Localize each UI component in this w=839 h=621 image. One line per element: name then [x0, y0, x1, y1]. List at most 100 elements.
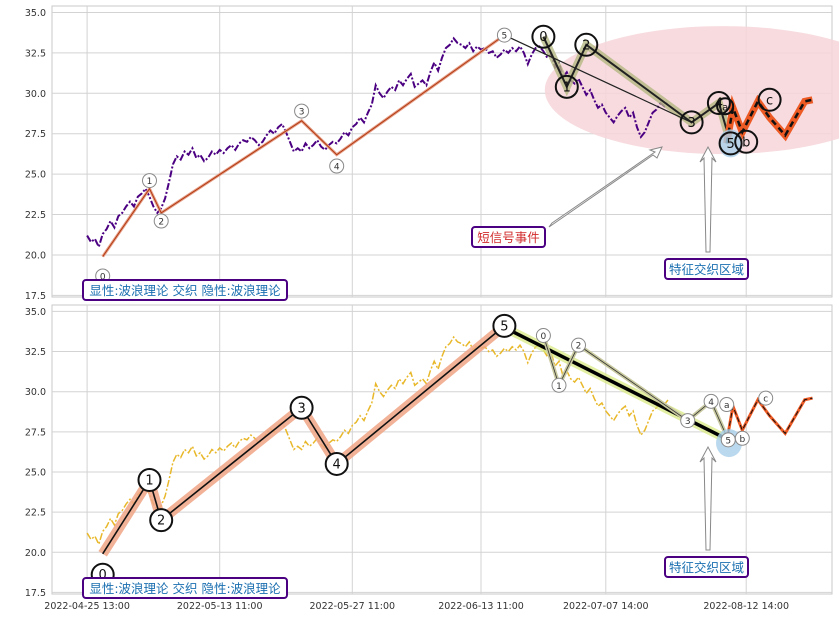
zone-arrow: [699, 445, 717, 551]
wave-label-circle: [289, 395, 314, 420]
y-tick-label: 25.0: [25, 170, 46, 181]
x-tick-label: 2022-04-25 13:00: [44, 601, 130, 612]
wave-label-circle: [153, 213, 169, 229]
y-tick-label: 27.5: [25, 129, 46, 140]
label-box-text: 显性:波浪理论 交织 隐性:波浪理论: [89, 581, 281, 596]
wave2-label-circle: [535, 328, 551, 344]
panel-bottom: 17.5 20.0 22.5 25.0 27.5 30.0 32.5 35.0 0 1 2 3 4 5 0 1…: [25, 304, 833, 599]
y-tick-label: 35.0: [25, 8, 46, 19]
wave2-label-text: b: [739, 435, 745, 445]
label-box-text: 显性:波浪理论 交织 隐性:波浪理论: [89, 283, 281, 298]
wave2-label-circle: [554, 74, 579, 99]
wave-label-circle: [294, 103, 310, 119]
wave-label-text: 4: [334, 163, 340, 173]
x-tick-label: 2022-08-12 14:00: [703, 601, 789, 612]
wave2-label-text: 1: [556, 382, 562, 392]
wave2-label-text: c: [763, 395, 768, 405]
wave-label-text: 5: [500, 319, 508, 334]
wave2-label-circle: [679, 110, 704, 135]
zone-annotation-box: [664, 556, 749, 578]
wave-label-text: 2: [158, 218, 164, 228]
y-tick-label: 22.5: [25, 210, 46, 221]
y-tick-label: 20.0: [25, 250, 46, 261]
y-tick-label: 30.0: [25, 89, 46, 100]
wave2-label-text: 3: [687, 116, 695, 131]
orange-path-dashed: [725, 98, 813, 144]
x-tick-label: 2022-05-13 11:00: [177, 601, 263, 612]
wave2-label-text: 2: [576, 342, 582, 352]
wave-label-text: 5: [502, 32, 508, 42]
wave2-label-circle: [571, 337, 586, 353]
wave-label-text: 0: [99, 568, 107, 583]
y-tick-label: 22.5: [25, 508, 46, 519]
y-tick-label: 17.5: [25, 588, 46, 599]
wave-label-text: 3: [299, 108, 305, 118]
x-tick-label: 2022-06-13 11:00: [438, 601, 524, 612]
wave2-label-text: b: [742, 135, 750, 150]
wave2-label-text: 0: [541, 332, 547, 342]
wave2-label-circle: [734, 129, 759, 154]
wave2-label-circle: [706, 91, 731, 115]
wave2-label-circle: [757, 87, 782, 112]
x-tick-label: 2022-05-27 11:00: [309, 601, 395, 612]
wave2-label-text: 3: [685, 417, 691, 427]
y-tick-label: 17.5: [25, 291, 46, 302]
wave-label-text: 1: [145, 474, 153, 489]
event-arrow: [548, 146, 663, 228]
y-tick-label: 32.5: [25, 48, 46, 59]
wave-line: [102, 34, 505, 257]
wave-label-circle: [142, 173, 157, 189]
wave-line: [102, 325, 505, 555]
wave2-label-circle: [680, 413, 696, 429]
wave2-label-text: 5: [726, 137, 734, 152]
y-tick-label: 32.5: [25, 347, 46, 358]
x-tick-label: 2022-07-07 14:00: [563, 601, 649, 612]
wave2-label-text: a: [724, 401, 730, 411]
wave2-label-circle: [734, 430, 750, 446]
wave2-label-circle: [531, 24, 556, 49]
wave2-label-circle: [716, 97, 735, 116]
panel-top: 17.5 20.0 22.5 25.0 27.5 30.0 32.5 35.0 0 1 2 3 4 5 0 1…: [25, 5, 839, 302]
wave-label-circle: [492, 313, 517, 338]
wave-label-text: 0: [100, 272, 106, 282]
y-tick-label: 35.0: [25, 307, 46, 318]
wave-label-text: 1: [147, 177, 153, 187]
wave-label-text: 2: [157, 514, 165, 529]
wave2-label-text: c: [766, 93, 773, 108]
wave2-label-circle: [574, 32, 599, 57]
orange-path-dashed: [726, 397, 813, 442]
wave-label-text: 4: [333, 457, 341, 472]
wave-label-circle: [149, 508, 174, 533]
wave-label-circle: [137, 468, 162, 493]
y-tick-label: 27.5: [25, 427, 46, 438]
y-tick-label: 25.0: [25, 467, 46, 478]
wave2-label-text: 1: [563, 80, 571, 95]
y-tick-label: 20.0: [25, 548, 46, 559]
zone-arrow: [699, 145, 717, 253]
wave2-label-circle: [718, 131, 743, 156]
label-box: [82, 577, 288, 599]
wave2-label-circle: [703, 393, 719, 409]
wave2-label-text: a: [722, 103, 728, 114]
wave2-label-circle: [758, 390, 774, 406]
wave2-label-text: 0: [539, 30, 547, 45]
event-annotation-text: 短信号事件: [477, 230, 540, 245]
wave2-label-text: 5: [725, 436, 731, 446]
y-tick-label: 30.0: [25, 387, 46, 398]
wave2-line: [542, 36, 732, 144]
wave2-label-circle: [551, 377, 567, 393]
wave2-label-text: 4: [708, 398, 714, 408]
wave-label-circle: [329, 158, 345, 174]
wave-label-circle: [496, 27, 512, 43]
wave-connector: [504, 34, 692, 123]
wave2-label-text: 4: [715, 97, 723, 112]
plot-area: [51, 304, 833, 595]
highlight-ellipse: [544, 26, 839, 155]
price-series-line: [86, 335, 669, 547]
wave-label-circle: [324, 451, 349, 476]
zone-annotation-text: 特征交织区域: [669, 560, 744, 575]
wave2-label-text: 2: [582, 38, 590, 53]
zone-annotation-text: 特征交织区域: [669, 262, 744, 277]
